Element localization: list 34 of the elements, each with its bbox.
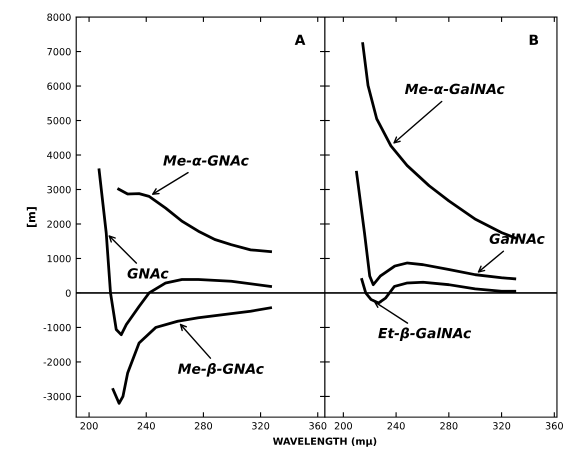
x-tick-label: 200 [80,422,98,430]
x-tick-label: 320 [252,422,270,430]
y-tick-label: 3000 [47,186,71,194]
y-tick-label: 7000 [47,48,71,56]
x-tick-label: 240 [388,422,405,430]
x-tick-label: 360 [309,422,326,430]
line-series [117,188,272,253]
x-tick-label: 240 [138,422,155,430]
x-tick-label: 280 [194,422,212,430]
x-axis-title: WAVELENGTH (mμ) [272,437,376,447]
x-tick-label: 320 [493,422,510,430]
y-tick-label: 1000 [48,254,71,262]
y-tick-label: 0 [66,289,71,297]
annotation: Me-α-GNAc [163,155,249,166]
y-tick-label: -1000 [44,324,71,332]
y-tick-label: 5000 [47,117,71,124]
annotation: Et-β-GalNAc [378,327,472,342]
y-axis-title: [m] [26,207,37,228]
x-tick-label: 280 [440,422,458,430]
x-tick-label: 200 [334,422,352,430]
annotation: A [294,34,306,45]
y-tick-label: -2000 [44,358,71,366]
line-series [112,306,272,405]
annotation: Me-β-GNAc [178,363,264,377]
y-tick-label: 2000 [47,220,71,228]
y-tick-label: 8000 [47,14,71,21]
annotation: B [530,34,538,45]
y-tick-label: -3000 [44,392,71,400]
annotation: GNAc [128,268,168,279]
y-tick-label: 4000 [47,151,71,159]
annotation: Me-α-GalNAc [405,83,505,94]
x-tick-label: 360 [546,422,563,430]
annotation: GalNAc [490,233,545,244]
y-tick-label: 6000 [47,82,71,90]
